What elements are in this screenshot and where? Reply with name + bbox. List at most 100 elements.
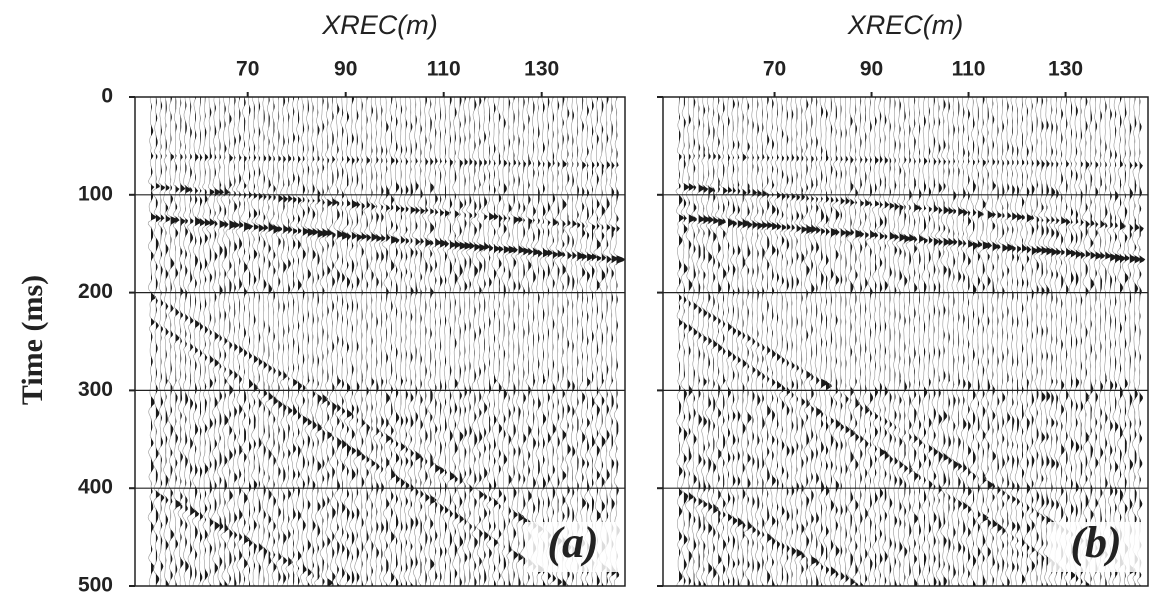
wiggle-fill (1105, 97, 1112, 586)
x-tick-label: 130 (524, 58, 559, 81)
wiggle-trace (891, 97, 899, 586)
wiggle-fill (151, 97, 156, 586)
wiggle-trace (940, 97, 949, 586)
wiggle-fill (611, 97, 619, 586)
wiggle-fill (513, 97, 519, 586)
wiggle-trace (989, 97, 998, 586)
x-tick-label: 90 (334, 58, 357, 81)
wiggle-fill (616, 97, 625, 586)
wiggle-fill (391, 97, 399, 586)
x-tick-label: 110 (952, 58, 986, 81)
wiggle-fill (1056, 97, 1062, 586)
wiggle-fill (821, 97, 828, 586)
wiggle-trace (602, 97, 611, 586)
wiggle-fill (914, 97, 920, 586)
wiggle-trace (426, 97, 436, 586)
wiggle-fill (1061, 97, 1067, 586)
wiggle-trace (280, 97, 288, 586)
wiggle-fill (410, 97, 416, 586)
wiggle-fill (596, 97, 602, 586)
wiggle-fill (224, 97, 230, 586)
wiggle-trace (231, 97, 239, 586)
wiggle-fill (928, 97, 933, 586)
x-tick-label: 70 (236, 58, 259, 81)
wiggle-fill (307, 97, 316, 586)
y-tick-label: 500 (78, 574, 113, 597)
wiggle-trace (968, 97, 978, 586)
wiggle-fill (723, 97, 728, 586)
wiggle-trace (613, 97, 624, 586)
wiggle-trace (530, 97, 539, 586)
wiggle-fill (415, 97, 422, 586)
wiggle-fill (830, 97, 839, 586)
wiggle-fill (587, 97, 594, 586)
wiggle-trace (1136, 97, 1144, 586)
wiggle-fill (1026, 97, 1034, 586)
wiggle-fill (479, 97, 487, 586)
wiggle-fill (234, 97, 240, 586)
wiggle-fill (322, 97, 330, 586)
wiggle-fill (865, 97, 871, 586)
wiggle-trace (920, 97, 928, 586)
wiggle-trace (352, 97, 361, 586)
wiggle-fill (302, 97, 310, 586)
wiggle-fill (474, 97, 481, 586)
wiggle-trace (431, 97, 440, 586)
wiggle-fill (209, 97, 216, 586)
wiggle-fill (791, 97, 797, 586)
wiggle-fill (1129, 97, 1137, 586)
wiggle-trace (515, 97, 524, 586)
wiggle-trace (740, 97, 749, 586)
y-tick-label: 200 (78, 280, 113, 303)
wiggle-fill (806, 97, 815, 586)
wiggle-trace (984, 97, 993, 586)
wiggle-fill (435, 97, 441, 586)
wiggle-trace (324, 97, 332, 586)
wiggle-fill (366, 97, 372, 586)
wiggle-trace (392, 97, 400, 586)
wiggle-fill (518, 97, 525, 586)
wiggle-fill (987, 97, 995, 586)
wiggle-fill (381, 97, 386, 586)
wiggle-fill (454, 97, 461, 586)
wiggle-fill (494, 97, 500, 586)
wiggle-fill (855, 97, 865, 586)
wiggle-fill (577, 97, 586, 586)
panel-label: (b) (1070, 518, 1121, 567)
wiggle-trace (1047, 97, 1057, 586)
wiggle-fill (508, 97, 517, 586)
wiggle-trace (166, 97, 177, 586)
x-tick-label: 90 (860, 58, 883, 81)
wiggle-trace (318, 97, 329, 586)
wiggle-trace (202, 97, 210, 586)
wiggle-trace (680, 97, 689, 586)
wiggle-trace (496, 97, 503, 586)
panel-label: (a) (547, 518, 598, 567)
y-tick-label: 400 (78, 476, 113, 499)
wiggle-trace (299, 97, 308, 586)
wiggle-fill (777, 97, 782, 586)
wiggle-trace (886, 97, 895, 586)
wiggle-fill (396, 97, 401, 586)
wiggle-trace (520, 97, 529, 586)
wiggle-trace (1027, 97, 1037, 586)
wiggle-fill (826, 97, 832, 586)
wiggle-fill (601, 97, 607, 586)
seismic-panel (675, 97, 1146, 586)
wiggle-trace (294, 97, 302, 586)
wiggle-fill (875, 97, 880, 586)
wiggle-trace (314, 97, 324, 586)
wiggle-trace (934, 97, 943, 586)
wiggle-fill (464, 97, 472, 586)
wiggle-fill (298, 97, 302, 586)
wiggle-fill (732, 97, 738, 586)
wiggle-trace (269, 97, 280, 586)
wiggle-trace (783, 97, 790, 586)
wiggle-fill (327, 97, 333, 586)
wiggle-trace (1042, 97, 1052, 586)
wiggle-fill (1007, 97, 1014, 586)
wiggle-fill (870, 97, 877, 586)
wiggle-fill (860, 97, 865, 586)
y-tick-label: 100 (78, 182, 113, 205)
